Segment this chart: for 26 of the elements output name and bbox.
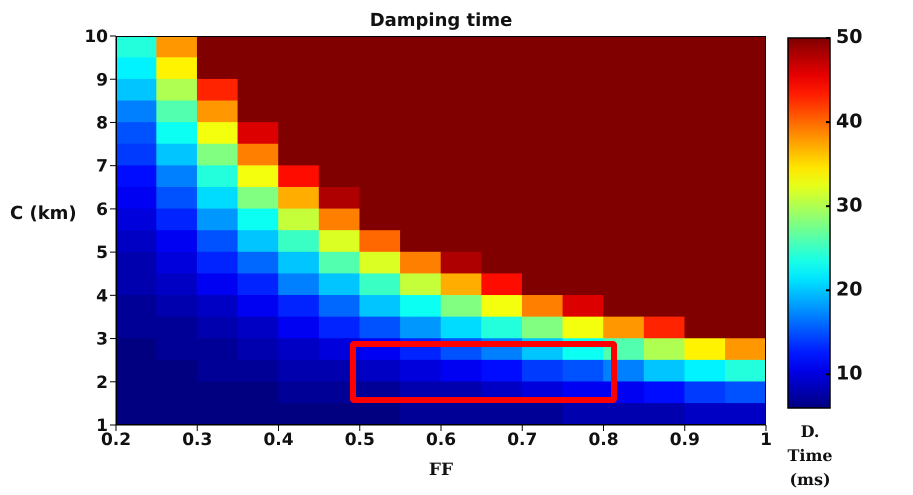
x-tick-label: 1: [760, 430, 772, 450]
color-bar-label: 50: [836, 26, 862, 48]
color-bar-label: 30: [836, 194, 862, 216]
color-bar-label: 40: [836, 110, 862, 132]
y-tick-label: 8: [96, 113, 108, 134]
y-axis-title: C (km): [10, 203, 77, 224]
x-tick-label: 0.6: [426, 430, 456, 450]
y-tick-label: 3: [96, 330, 108, 350]
color-bar-title: D. Time (ms): [786, 421, 834, 491]
x-tick-label: 0.3: [182, 430, 212, 450]
x-tick-label: 0.9: [670, 430, 700, 450]
y-tick-label: 4: [96, 286, 108, 306]
x-tick-label: 0.5: [344, 430, 375, 450]
x-axis-title: FF: [428, 460, 454, 480]
color-bar-label: 10: [836, 362, 862, 385]
x-tick-label: 0.7: [507, 430, 538, 450]
y-tick-label: 5: [96, 243, 108, 264]
y-tick-label: 9: [96, 70, 108, 90]
chart-title: Damping time: [368, 10, 514, 31]
y-tick-label: 7: [96, 156, 108, 177]
color-bar-label: 20: [836, 278, 862, 300]
x-tick-label: 0.8: [588, 430, 619, 450]
x-tick-label: 0.4: [263, 430, 294, 450]
y-tick-label: 10: [84, 27, 108, 48]
y-tick-label: 6: [96, 200, 108, 220]
y-tick-label: 2: [96, 372, 108, 393]
